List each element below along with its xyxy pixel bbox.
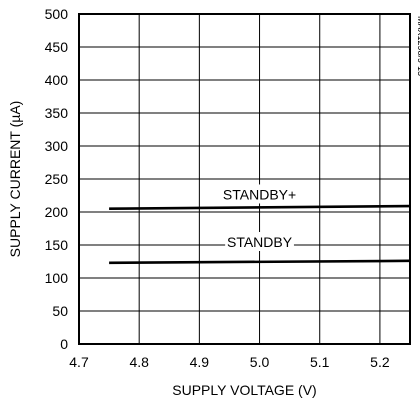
y-tick-label: 300 [45,138,69,154]
series-lines [109,204,411,265]
y-tick-labels: 0 50 100 150 200 250 300 350 400 450 500 [45,6,69,352]
y-tick-label: 350 [45,105,69,121]
y-tick-label: 150 [45,237,69,253]
series-labels: STANDBY+ STANDBY [220,184,299,251]
series-line [109,259,411,265]
x-tick-labels: 4.7 4.8 4.9 5.0 5.1 5.2 [69,354,390,370]
y-tick-label: 250 [45,171,69,187]
series-line [109,204,411,210]
x-tick-label: 4.8 [129,354,149,370]
x-tick-label: 5.2 [370,354,390,370]
y-tick-label: 400 [45,72,69,88]
x-tick-label: 4.7 [69,354,89,370]
series-label-background [225,232,294,251]
x-tick-label: 4.9 [190,354,210,370]
x-tick-label: 5.1 [310,354,330,370]
series-label: STANDBY [227,234,293,250]
y-tick-label: 500 [45,6,69,22]
y-tick-label: 200 [45,204,69,220]
y-tick-label: 450 [45,39,69,55]
x-axis-title: SUPPLY VOLTAGE (V) [172,382,316,398]
grid-lines [78,13,410,345]
y-tick-label: 0 [60,336,68,352]
series-label-background [220,184,299,204]
y-tick-label: 100 [45,270,69,286]
series-label: STANDBY+ [223,186,296,202]
x-tick-label: 5.0 [250,354,270,370]
figure-id: MAX1298/9-13 [416,16,420,76]
y-axis-title: SUPPLY CURRENT (µA) [7,101,23,258]
y-tick-label: 50 [52,303,68,319]
plot-frame [78,13,411,345]
